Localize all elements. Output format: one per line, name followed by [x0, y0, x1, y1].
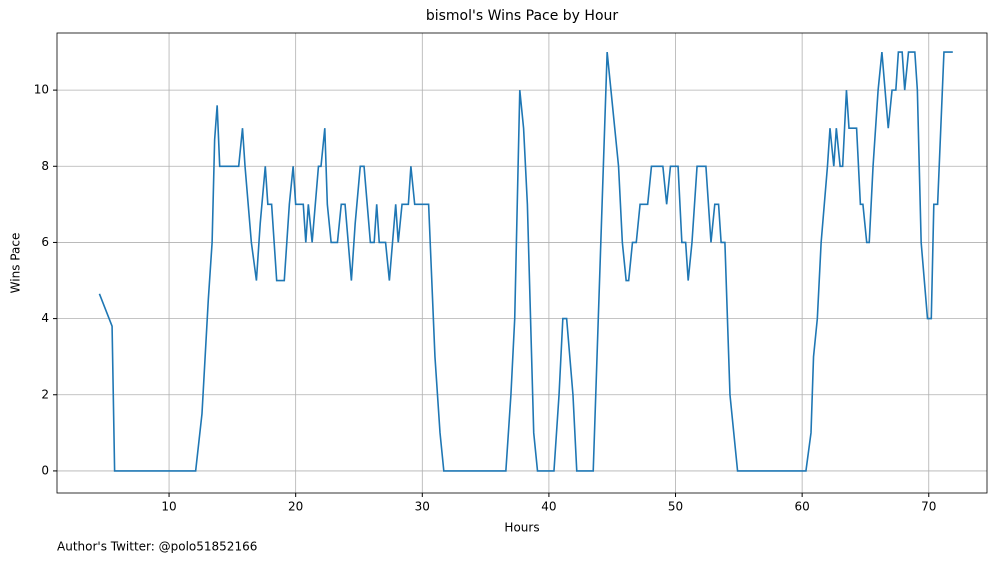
annotation: Author's Twitter: @polo51852166 [57, 540, 257, 554]
x-tick-label: 20 [288, 500, 303, 514]
y-tick-label: 8 [41, 159, 49, 173]
chart-title: bismol's Wins Pace by Hour [426, 8, 619, 24]
x-axis-label: Hours [504, 521, 539, 535]
y-tick-label: 2 [41, 387, 49, 401]
y-tick-label: 0 [41, 463, 49, 477]
x-tick-label: 30 [415, 500, 430, 514]
x-tick-label: 60 [794, 500, 809, 514]
data-line [98, 51, 953, 472]
y-tick-label: 4 [41, 311, 49, 325]
y-tick-label: 10 [34, 83, 49, 97]
plot-frame [56, 32, 988, 494]
x-tick-label: 10 [161, 500, 176, 514]
y-axis-label: Wins Pace [9, 233, 23, 294]
x-tick-label: 50 [668, 500, 683, 514]
x-tick-label: 40 [541, 500, 556, 514]
x-tick-label: 70 [921, 500, 936, 514]
y-tick-label: 6 [41, 235, 49, 249]
